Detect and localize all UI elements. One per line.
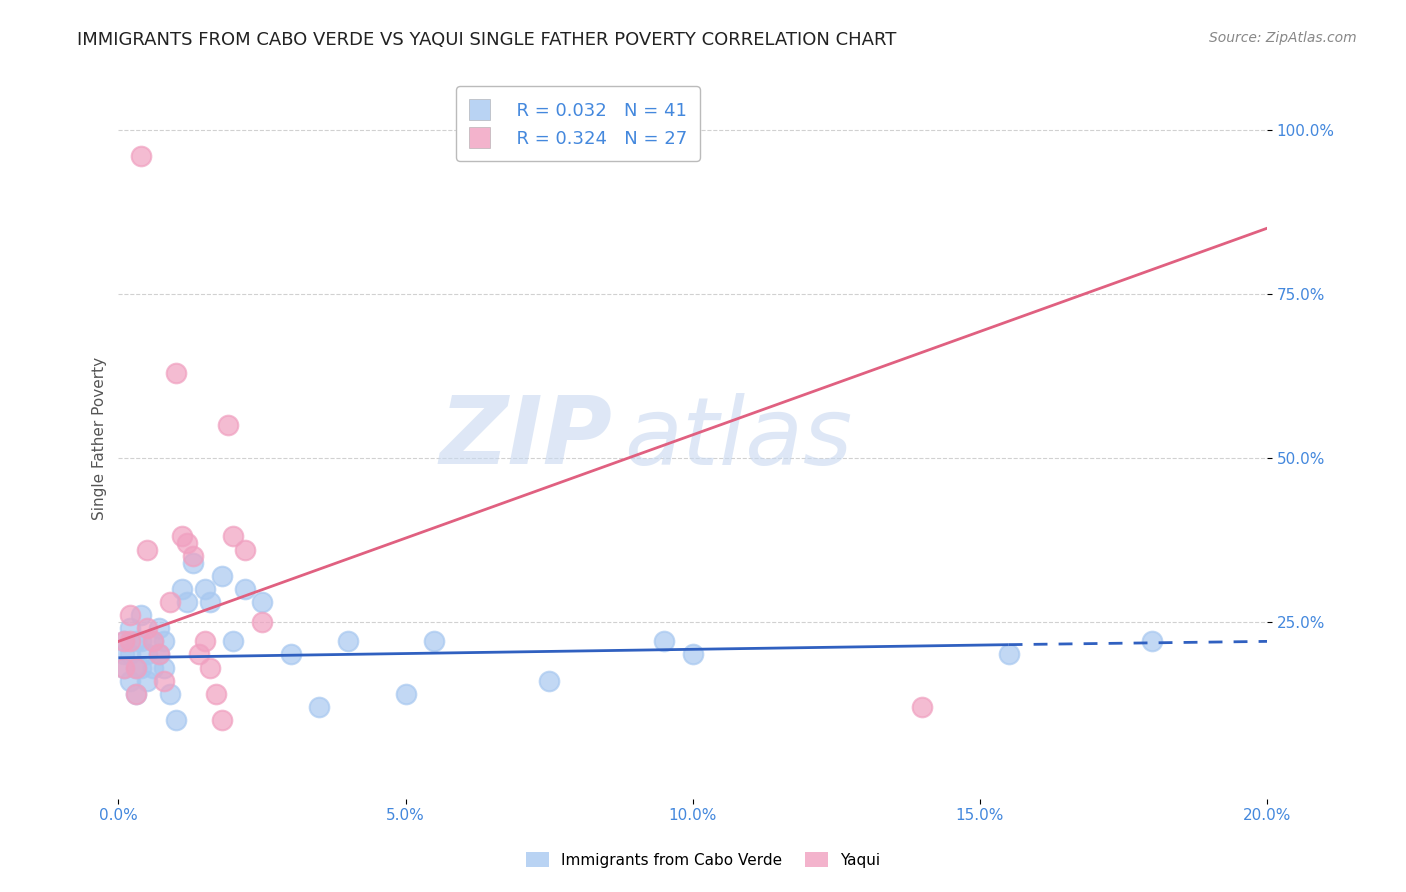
- Point: [112, 634, 135, 648]
- Point: [118, 621, 141, 635]
- Legend: Immigrants from Cabo Verde, Yaqui: Immigrants from Cabo Verde, Yaqui: [519, 844, 887, 875]
- Point: [131, 149, 153, 163]
- Point: [233, 542, 256, 557]
- Text: atlas: atlas: [624, 392, 852, 483]
- Point: [194, 634, 217, 648]
- Point: [131, 634, 153, 648]
- Point: [148, 648, 170, 662]
- Text: ZIP: ZIP: [440, 392, 613, 484]
- Point: [280, 648, 302, 662]
- Point: [194, 582, 217, 596]
- Point: [205, 687, 228, 701]
- Point: [176, 595, 198, 609]
- Point: [181, 549, 204, 563]
- Point: [200, 595, 222, 609]
- Point: [250, 615, 273, 629]
- Point: [112, 648, 135, 662]
- Point: [217, 417, 239, 432]
- Point: [118, 648, 141, 662]
- Point: [148, 621, 170, 635]
- Point: [165, 713, 187, 727]
- Point: [136, 673, 159, 688]
- Point: [112, 660, 135, 674]
- Y-axis label: Single Father Poverty: Single Father Poverty: [93, 357, 107, 520]
- Point: [181, 556, 204, 570]
- Point: [170, 582, 193, 596]
- Point: [124, 687, 146, 701]
- Point: [142, 634, 165, 648]
- Point: [423, 634, 446, 648]
- Legend:   R = 0.032   N = 41,   R = 0.324   N = 27: R = 0.032 N = 41, R = 0.324 N = 27: [456, 87, 700, 161]
- Point: [170, 529, 193, 543]
- Point: [112, 634, 135, 648]
- Point: [211, 713, 233, 727]
- Point: [131, 608, 153, 623]
- Point: [187, 648, 209, 662]
- Point: [118, 608, 141, 623]
- Point: [337, 634, 360, 648]
- Text: Source: ZipAtlas.com: Source: ZipAtlas.com: [1209, 31, 1357, 45]
- Point: [131, 660, 153, 674]
- Point: [394, 687, 416, 701]
- Point: [538, 673, 561, 688]
- Point: [222, 634, 245, 648]
- Point: [165, 366, 187, 380]
- Point: [136, 542, 159, 557]
- Point: [136, 621, 159, 635]
- Point: [124, 687, 146, 701]
- Point: [211, 569, 233, 583]
- Point: [112, 660, 135, 674]
- Text: IMMIGRANTS FROM CABO VERDE VS YAQUI SINGLE FATHER POVERTY CORRELATION CHART: IMMIGRANTS FROM CABO VERDE VS YAQUI SING…: [77, 31, 897, 49]
- Point: [153, 634, 176, 648]
- Point: [124, 634, 146, 648]
- Point: [308, 700, 330, 714]
- Point: [118, 673, 141, 688]
- Point: [124, 660, 146, 674]
- Point: [652, 634, 675, 648]
- Point: [148, 648, 170, 662]
- Point: [142, 634, 165, 648]
- Point: [682, 648, 704, 662]
- Point: [142, 660, 165, 674]
- Point: [136, 648, 159, 662]
- Point: [1140, 634, 1163, 648]
- Point: [176, 536, 198, 550]
- Point: [118, 634, 141, 648]
- Point: [200, 660, 222, 674]
- Point: [997, 648, 1019, 662]
- Point: [222, 529, 245, 543]
- Point: [159, 595, 181, 609]
- Point: [153, 673, 176, 688]
- Point: [153, 660, 176, 674]
- Point: [159, 687, 181, 701]
- Point: [124, 660, 146, 674]
- Point: [250, 595, 273, 609]
- Point: [233, 582, 256, 596]
- Point: [911, 700, 934, 714]
